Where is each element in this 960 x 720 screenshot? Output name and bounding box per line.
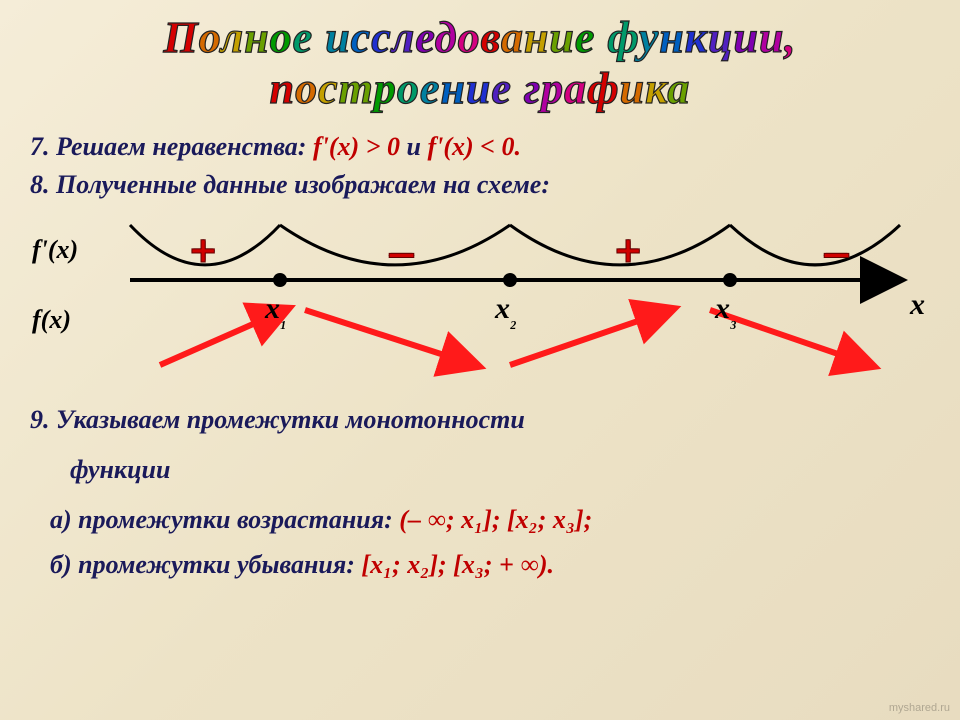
f-axis-label: f(x) bbox=[32, 305, 71, 335]
title-line-1: Полное исследование функции, bbox=[0, 12, 960, 63]
x-axis-label: х bbox=[910, 288, 925, 322]
critical-point-label: x₁ bbox=[265, 292, 287, 331]
step9a-prefix: а) промежутки возрастания: bbox=[50, 505, 399, 534]
content-block: 7. Решаем неравенства: f'(x) > 0 и f'(x)… bbox=[0, 114, 960, 200]
step7-ineq-a: f'(x) > 0 bbox=[313, 132, 400, 161]
diagram-svg bbox=[30, 210, 930, 380]
step9b-value: [x₁; x₂]; [x₃; + ∞). bbox=[361, 550, 554, 579]
step7: 7. Решаем неравенства: f'(x) > 0 и f'(x)… bbox=[30, 132, 930, 162]
step9b: б) промежутки убывания: [x₁; x₂]; [x₃; +… bbox=[50, 543, 930, 587]
step8: 8. Полученные данные изображаем на схеме… bbox=[30, 170, 930, 200]
fprime-axis-label: f'(x) bbox=[32, 235, 78, 265]
derivative-sign: + bbox=[190, 224, 216, 277]
critical-point-label: x₃ bbox=[715, 292, 737, 331]
step7-ineq-b: f'(x) < 0. bbox=[427, 132, 521, 161]
title-line-2: построение графика bbox=[0, 63, 960, 114]
step9-block: 9. Указываем промежутки монотонности фун… bbox=[0, 390, 960, 587]
watermark: myshared.ru bbox=[889, 702, 950, 714]
rainbow-title: Полное исследование функции, построение … bbox=[0, 0, 960, 114]
step9a: а) промежутки возрастания: (– ∞; x₁]; [x… bbox=[50, 498, 930, 542]
derivative-sign: – bbox=[390, 224, 413, 277]
step7-prefix: 7. Решаем неравенства: bbox=[30, 132, 313, 161]
step9b-prefix: б) промежутки убывания: bbox=[50, 550, 361, 579]
sign-diagram: f'(x) f(x) х x₁ x₂ x₃ + – + – bbox=[30, 210, 930, 380]
derivative-sign: – bbox=[825, 224, 848, 277]
step7-mid: и bbox=[400, 132, 427, 161]
step9-head1: 9. Указываем промежутки монотонности bbox=[30, 398, 930, 442]
critical-point-label: x₂ bbox=[495, 292, 517, 331]
step9-head2: функции bbox=[70, 448, 930, 492]
step9a-value: (– ∞; x₁]; [x₂; x₃]; bbox=[399, 505, 592, 534]
derivative-sign: + bbox=[615, 224, 641, 277]
